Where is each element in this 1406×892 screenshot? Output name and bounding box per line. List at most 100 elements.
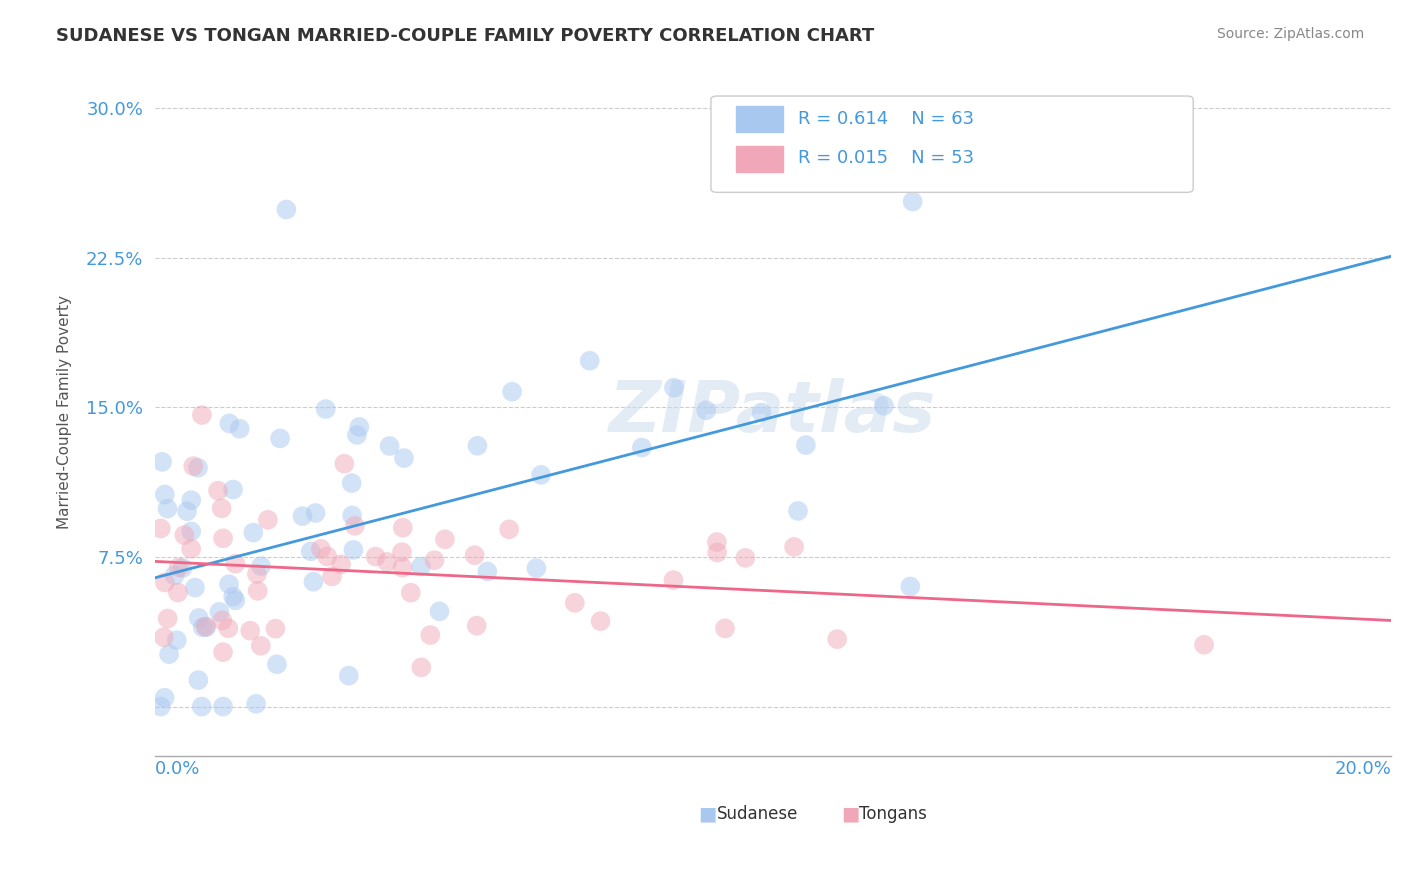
Point xyxy=(222,590,245,604)
Point xyxy=(187,673,209,687)
Point xyxy=(498,522,520,536)
Point xyxy=(176,504,198,518)
Point xyxy=(212,645,235,659)
Point xyxy=(180,524,202,539)
Point xyxy=(153,487,176,501)
Point xyxy=(411,660,433,674)
Point xyxy=(349,420,371,434)
Point xyxy=(825,632,848,646)
Point xyxy=(343,519,366,533)
Point xyxy=(340,508,363,523)
Point xyxy=(631,441,654,455)
Point xyxy=(794,438,817,452)
Point xyxy=(337,668,360,682)
Point xyxy=(212,699,235,714)
Point xyxy=(149,699,172,714)
Point xyxy=(751,405,773,419)
Text: R = 0.614    N = 63: R = 0.614 N = 63 xyxy=(797,110,973,128)
Point xyxy=(166,633,188,648)
Point xyxy=(346,428,368,442)
Point xyxy=(302,574,325,589)
Point xyxy=(391,545,413,559)
Point xyxy=(330,558,353,572)
Point xyxy=(530,467,553,482)
Point xyxy=(224,557,246,571)
Point xyxy=(423,553,446,567)
Point xyxy=(153,690,176,705)
Point xyxy=(218,417,240,431)
Point xyxy=(228,422,250,436)
Point xyxy=(392,450,415,465)
Point xyxy=(409,559,432,574)
Point xyxy=(246,566,269,581)
FancyBboxPatch shape xyxy=(711,96,1194,193)
Point xyxy=(163,568,186,582)
Text: ZIPatlas: ZIPatlas xyxy=(609,378,936,447)
Point xyxy=(399,585,422,599)
Point xyxy=(378,439,401,453)
Point xyxy=(180,493,202,508)
Point xyxy=(706,535,728,549)
Point xyxy=(157,647,180,661)
Text: 0.0%: 0.0% xyxy=(155,760,200,778)
Point xyxy=(714,621,737,635)
Point xyxy=(375,555,398,569)
Point xyxy=(184,581,207,595)
Text: Sudanese: Sudanese xyxy=(717,805,799,822)
FancyBboxPatch shape xyxy=(735,145,783,171)
Point xyxy=(901,194,924,209)
Point xyxy=(156,611,179,625)
Point xyxy=(578,353,600,368)
Point xyxy=(734,550,756,565)
Point xyxy=(264,622,287,636)
Point xyxy=(524,561,547,575)
Point xyxy=(180,541,202,556)
Point xyxy=(249,639,271,653)
Point xyxy=(342,543,364,558)
Point xyxy=(429,604,451,618)
Point xyxy=(211,613,233,627)
Point xyxy=(465,618,488,632)
Point xyxy=(211,501,233,516)
Point xyxy=(266,657,288,672)
Point xyxy=(340,476,363,491)
Point xyxy=(695,403,717,417)
Point xyxy=(173,528,195,542)
Point xyxy=(181,459,204,474)
Point xyxy=(167,560,190,574)
Point xyxy=(269,431,291,445)
Point xyxy=(212,532,235,546)
Point xyxy=(364,549,387,564)
Point xyxy=(239,624,262,638)
Point xyxy=(222,483,245,497)
Point xyxy=(153,575,176,590)
Point xyxy=(246,583,269,598)
Point xyxy=(1192,638,1215,652)
Point xyxy=(787,504,810,518)
Point xyxy=(783,540,806,554)
Text: 20.0%: 20.0% xyxy=(1334,760,1391,778)
Point xyxy=(149,521,172,535)
Point xyxy=(190,699,212,714)
Point xyxy=(333,457,356,471)
Point xyxy=(589,614,612,628)
Point xyxy=(706,545,728,559)
Point xyxy=(153,630,176,644)
Point xyxy=(207,483,229,498)
Point xyxy=(467,439,489,453)
Point xyxy=(564,596,586,610)
FancyBboxPatch shape xyxy=(735,106,783,133)
Point xyxy=(156,501,179,516)
Point xyxy=(194,619,217,633)
Point xyxy=(250,559,273,574)
Point xyxy=(172,561,194,575)
Point xyxy=(257,513,280,527)
Point xyxy=(150,455,173,469)
Point xyxy=(276,202,298,217)
Text: SUDANESE VS TONGAN MARRIED-COUPLE FAMILY POVERTY CORRELATION CHART: SUDANESE VS TONGAN MARRIED-COUPLE FAMILY… xyxy=(56,27,875,45)
Point xyxy=(316,549,339,564)
Point xyxy=(195,620,218,634)
Point xyxy=(304,506,326,520)
Point xyxy=(208,605,231,619)
Point xyxy=(419,628,441,642)
